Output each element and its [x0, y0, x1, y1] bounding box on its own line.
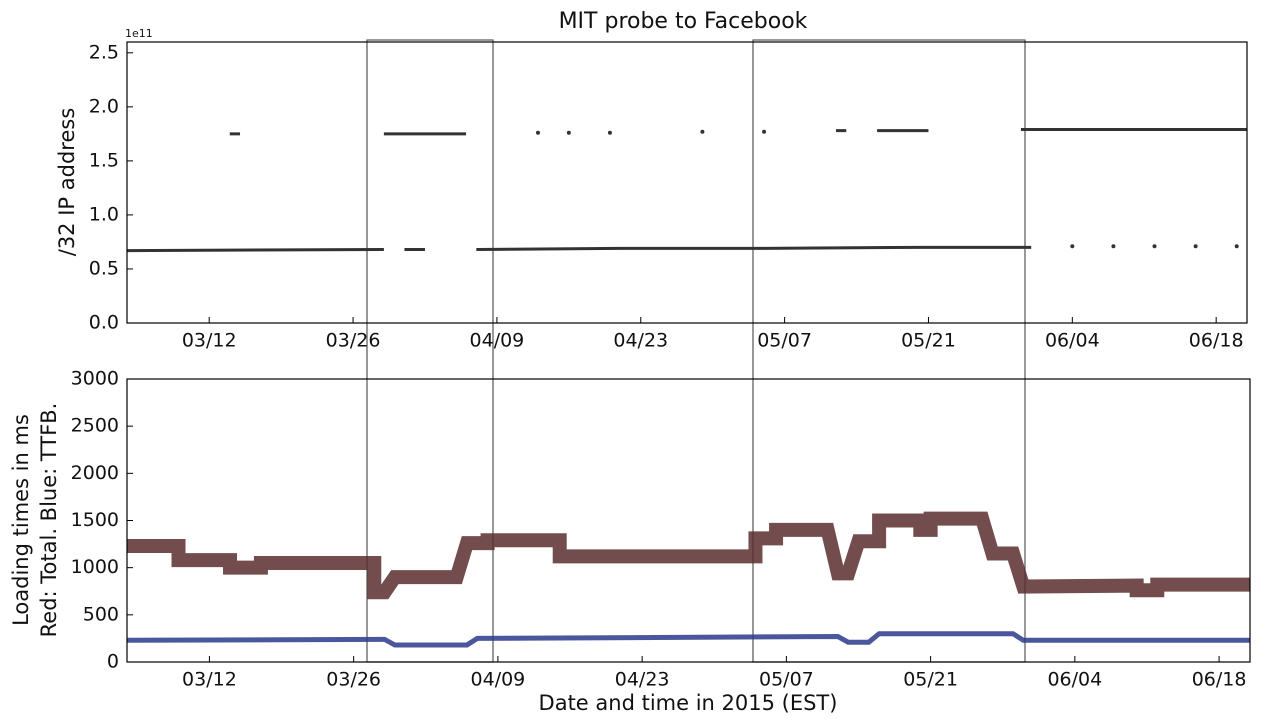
- plot-frame: [126, 378, 1251, 663]
- y-tick-label: 1000: [71, 556, 119, 578]
- data-line: [126, 631, 1250, 648]
- y-offset-label: 1e11: [125, 27, 153, 40]
- y-tick-label: 1.0: [89, 203, 119, 225]
- data-line: [126, 248, 384, 253]
- x-tick-label: 03/26: [326, 669, 381, 691]
- y-tick-label: 2.0: [89, 95, 119, 117]
- y-tick-label: 2500: [71, 415, 119, 437]
- x-tick-label: 06/18: [1189, 330, 1244, 352]
- data-point: [566, 130, 571, 135]
- x-axis-label: Date and time in 2015 (EST): [539, 691, 838, 715]
- y-tick-label: 0.0: [89, 312, 119, 334]
- x-tick-label: 03/26: [326, 330, 381, 352]
- data-point: [1234, 244, 1239, 249]
- data-line: [476, 245, 1032, 252]
- y-tick-label: 3000: [71, 368, 119, 390]
- x-tick-label: 06/04: [1047, 669, 1102, 691]
- plot-frame: [126, 41, 1248, 324]
- y-axis-label: Loading times in ms: [9, 414, 33, 626]
- y-tick-label: 1.5: [89, 149, 119, 171]
- y-tick-label: 2.5: [89, 41, 119, 63]
- data-point: [700, 129, 705, 134]
- data-point: [607, 130, 612, 135]
- data-line: [127, 511, 1250, 600]
- x-tick-label: 05/07: [757, 330, 812, 352]
- x-tick-label: 03/12: [182, 330, 237, 352]
- data-point: [1111, 244, 1116, 249]
- data-point: [1152, 244, 1157, 249]
- y-axis-label: Red: Total. Blue: TTFB.: [37, 403, 61, 638]
- data-point: [762, 129, 767, 134]
- x-tick-label: 06/18: [1192, 669, 1247, 691]
- y-tick-label: 1500: [71, 509, 119, 531]
- x-tick-label: 05/21: [901, 330, 956, 352]
- data-point: [1070, 244, 1075, 249]
- x-tick-label: 03/12: [182, 669, 237, 691]
- y-axis-label: /32 IP address: [55, 108, 79, 257]
- y-tick-label: 0: [107, 651, 119, 673]
- x-tick-label: 05/07: [759, 669, 814, 691]
- y-tick-label: 500: [83, 603, 119, 625]
- x-tick-label: 04/09: [471, 669, 526, 691]
- chart-title: MIT probe to Facebook: [559, 9, 808, 34]
- x-tick-label: 06/04: [1045, 330, 1100, 352]
- y-tick-label: 2000: [71, 462, 119, 484]
- x-tick-label: 05/21: [903, 669, 958, 691]
- data-point: [536, 130, 541, 135]
- data-point: [1193, 244, 1198, 249]
- x-tick-label: 04/23: [615, 669, 670, 691]
- y-tick-label: 0.5: [89, 257, 119, 279]
- x-tick-label: 04/23: [613, 330, 668, 352]
- x-tick-label: 04/09: [470, 330, 525, 352]
